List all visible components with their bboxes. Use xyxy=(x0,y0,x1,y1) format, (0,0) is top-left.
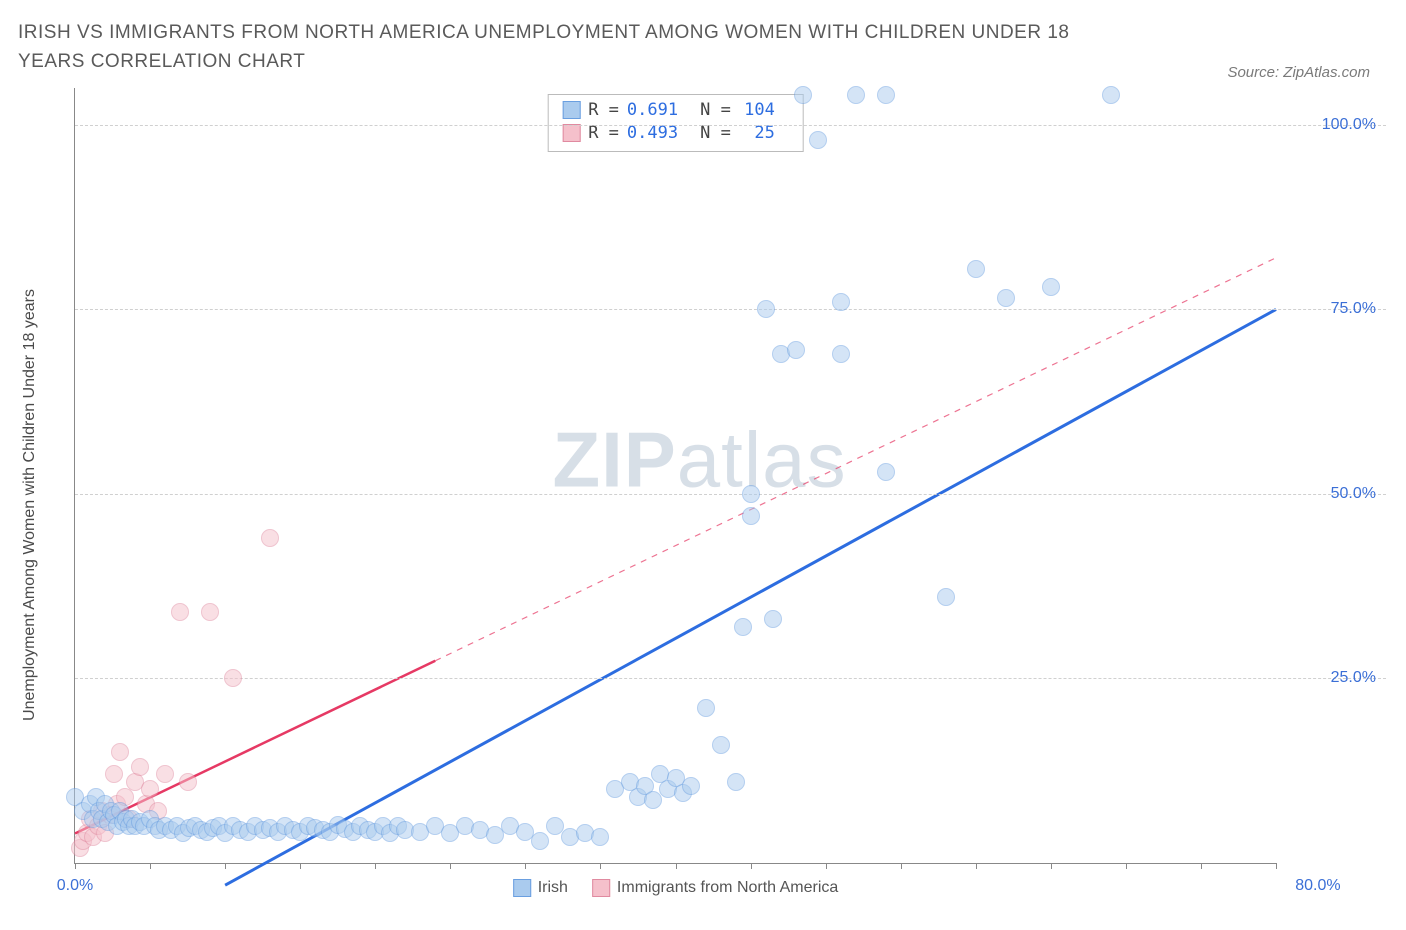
irish-point xyxy=(877,86,895,104)
irish-point xyxy=(591,828,609,846)
x-tick-label: 80.0% xyxy=(1295,877,1340,895)
legend-item-immigrants: Immigrants from North America xyxy=(592,879,838,897)
irish-point xyxy=(847,86,865,104)
irish-point xyxy=(809,131,827,149)
plot-area: ZIPatlas R = 0.691 N = 104 R = 0.493 X N… xyxy=(74,88,1276,864)
grid-line xyxy=(75,125,1386,126)
irish-point xyxy=(832,345,850,363)
irish-point xyxy=(832,293,850,311)
irish-point xyxy=(742,507,760,525)
x-tick xyxy=(1051,863,1052,869)
x-tick xyxy=(1276,863,1277,869)
y-tick-label: 25.0% xyxy=(1286,669,1376,687)
x-tick xyxy=(150,863,151,869)
r-label: R = xyxy=(588,99,619,122)
immigrants-point xyxy=(156,765,174,783)
irish-point xyxy=(937,588,955,606)
x-tick xyxy=(225,863,226,869)
immigrants-swatch-icon xyxy=(562,124,580,142)
x-tick xyxy=(75,863,76,869)
legend-item-irish: Irish xyxy=(513,879,568,897)
x-tick xyxy=(751,863,752,869)
x-tick xyxy=(901,863,902,869)
irish-point xyxy=(877,463,895,481)
immigrants-point xyxy=(179,773,197,791)
irish-point xyxy=(764,610,782,628)
x-tick xyxy=(676,863,677,869)
legend-label-immigrants: Immigrants from North America xyxy=(617,879,838,897)
immigrants-swatch-icon xyxy=(592,879,610,897)
immigrants-point xyxy=(261,529,279,547)
immigrants-point xyxy=(105,765,123,783)
grid-line xyxy=(75,678,1386,679)
immigrants-point xyxy=(141,780,159,798)
x-tick xyxy=(600,863,601,869)
chart-title: IRISH VS IMMIGRANTS FROM NORTH AMERICA U… xyxy=(18,18,1138,77)
x-tick-label: 0.0% xyxy=(57,877,93,895)
y-axis-label: Unemployment Among Women with Children U… xyxy=(21,289,39,721)
irish-point xyxy=(1102,86,1120,104)
irish-point xyxy=(787,341,805,359)
y-tick-label: 75.0% xyxy=(1286,300,1376,318)
chart-container: Unemployment Among Women with Children U… xyxy=(48,88,1386,904)
y-tick-label: 100.0% xyxy=(1286,116,1376,134)
legend-label-irish: Irish xyxy=(538,879,568,897)
irish-point xyxy=(712,736,730,754)
x-tick xyxy=(976,863,977,869)
irish-point xyxy=(531,832,549,850)
x-tick xyxy=(1201,863,1202,869)
immigrants-point xyxy=(201,603,219,621)
irish-point xyxy=(1042,278,1060,296)
irish-point xyxy=(644,791,662,809)
immigrants-point xyxy=(111,743,129,761)
irish-point xyxy=(794,86,812,104)
irish-point xyxy=(757,300,775,318)
irish-swatch-icon xyxy=(562,101,580,119)
irish-point xyxy=(727,773,745,791)
irish-swatch-icon xyxy=(513,879,531,897)
stats-legend-box: R = 0.691 N = 104 R = 0.493 X N = 25 xyxy=(547,94,804,152)
immigrants-point xyxy=(224,669,242,687)
immigrants-point xyxy=(131,758,149,776)
grid-line xyxy=(75,494,1386,495)
grid-line xyxy=(75,309,1386,310)
source-attribution: Source: ZipAtlas.com xyxy=(1227,64,1370,81)
irish-point xyxy=(742,485,760,503)
irish-point xyxy=(734,618,752,636)
regression-lines xyxy=(75,88,1276,863)
x-tick xyxy=(300,863,301,869)
irish-point xyxy=(967,260,985,278)
irish-point xyxy=(682,777,700,795)
watermark: ZIPatlas xyxy=(552,415,846,506)
irish-point xyxy=(697,699,715,717)
x-tick xyxy=(450,863,451,869)
immigrants-point xyxy=(171,603,189,621)
y-tick-label: 50.0% xyxy=(1286,485,1376,503)
x-tick xyxy=(375,863,376,869)
x-tick xyxy=(826,863,827,869)
x-tick xyxy=(525,863,526,869)
n-label: N = xyxy=(700,99,731,122)
stats-row-irish: R = 0.691 N = 104 xyxy=(562,99,789,122)
irish-n-value: 104 xyxy=(739,99,775,122)
irish-r-value: 0.691 xyxy=(627,99,678,122)
irish-point xyxy=(997,289,1015,307)
x-tick xyxy=(1126,863,1127,869)
bottom-legend: Irish Immigrants from North America xyxy=(513,879,839,897)
